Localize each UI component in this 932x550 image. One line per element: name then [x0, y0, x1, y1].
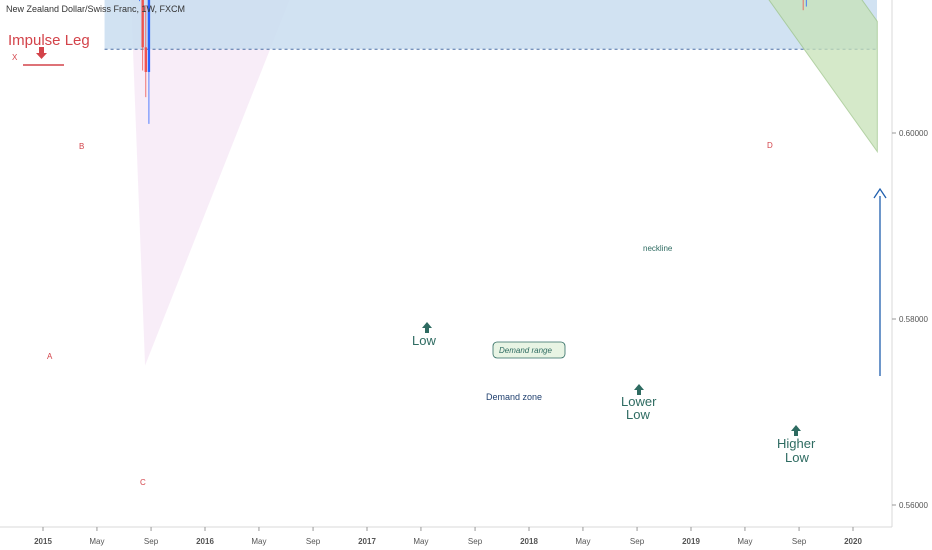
x-axis-ticks: 2015 May Sep 2016 May Sep 2017 May Sep 2018 May Sep… — [34, 527, 862, 546]
x-tick-label: 2019 — [682, 537, 700, 546]
point-d-label: D — [767, 141, 773, 150]
impulse-leg-arrow-icon — [36, 47, 47, 59]
y-tick-label: 0.58000 — [899, 315, 928, 324]
x-tick-label: May — [413, 537, 428, 546]
lower-low-label-line1: Lower — [621, 394, 657, 409]
x-tick-label: Sep — [630, 537, 645, 546]
x-tick-label: Sep — [792, 537, 807, 546]
lower-low-up-arrow-icon — [634, 384, 644, 395]
candle-body — [147, 0, 151, 72]
point-b-label: B — [79, 142, 84, 151]
point-x-label: X — [12, 53, 18, 62]
demand-range-label: Demand range — [499, 346, 552, 355]
x-tick-label: Sep — [306, 537, 321, 546]
x-tick-label: May — [737, 537, 752, 546]
candle-body — [141, 0, 144, 48]
descending-channel — [768, 0, 878, 154]
y-axis-ticks: 0.560000.580000.600000.620000.640000.660… — [892, 129, 928, 510]
x-tick-label: May — [89, 537, 104, 546]
harmonic-triangle-bcd — [131, 0, 290, 366]
neckline-label: neckline — [643, 244, 673, 253]
candles-group — [139, 0, 807, 124]
candle-body — [144, 47, 148, 72]
x-tick-label: 2016 — [196, 537, 214, 546]
lower-low-label-line2: Low — [626, 407, 650, 422]
x-tick-label: May — [575, 537, 590, 546]
projection-arrow-head-icon — [873, 187, 887, 199]
x-tick-label: 2018 — [520, 537, 538, 546]
x-tick-label: 2017 — [358, 537, 376, 546]
x-tick-label: Sep — [144, 537, 159, 546]
x-tick-label: 2015 — [34, 537, 52, 546]
point-c-label: C — [140, 478, 146, 487]
x-tick-label: May — [251, 537, 266, 546]
point-a-label: A — [47, 352, 53, 361]
low-up-arrow-icon — [422, 322, 432, 333]
higher-low-up-arrow-icon — [791, 425, 801, 436]
demand-zone-label: Demand zone — [486, 392, 542, 402]
higher-low-label-line1: Higher — [777, 436, 816, 451]
impulse-leg-label: Impulse Leg — [8, 32, 90, 49]
y-tick-label: 0.60000 — [899, 129, 928, 138]
x-tick-label: Sep — [468, 537, 483, 546]
x-tick-label: 2020 — [844, 537, 862, 546]
chart-title: New Zealand Dollar/Swiss Franc, 1W, FXCM — [6, 4, 185, 14]
y-tick-label: 0.56000 — [899, 501, 928, 510]
demand-zone-rect — [104, 0, 877, 50]
higher-low-label-line2: Low — [785, 450, 809, 465]
low-label: Low — [412, 333, 436, 348]
demand-range-box — [492, 341, 566, 359]
